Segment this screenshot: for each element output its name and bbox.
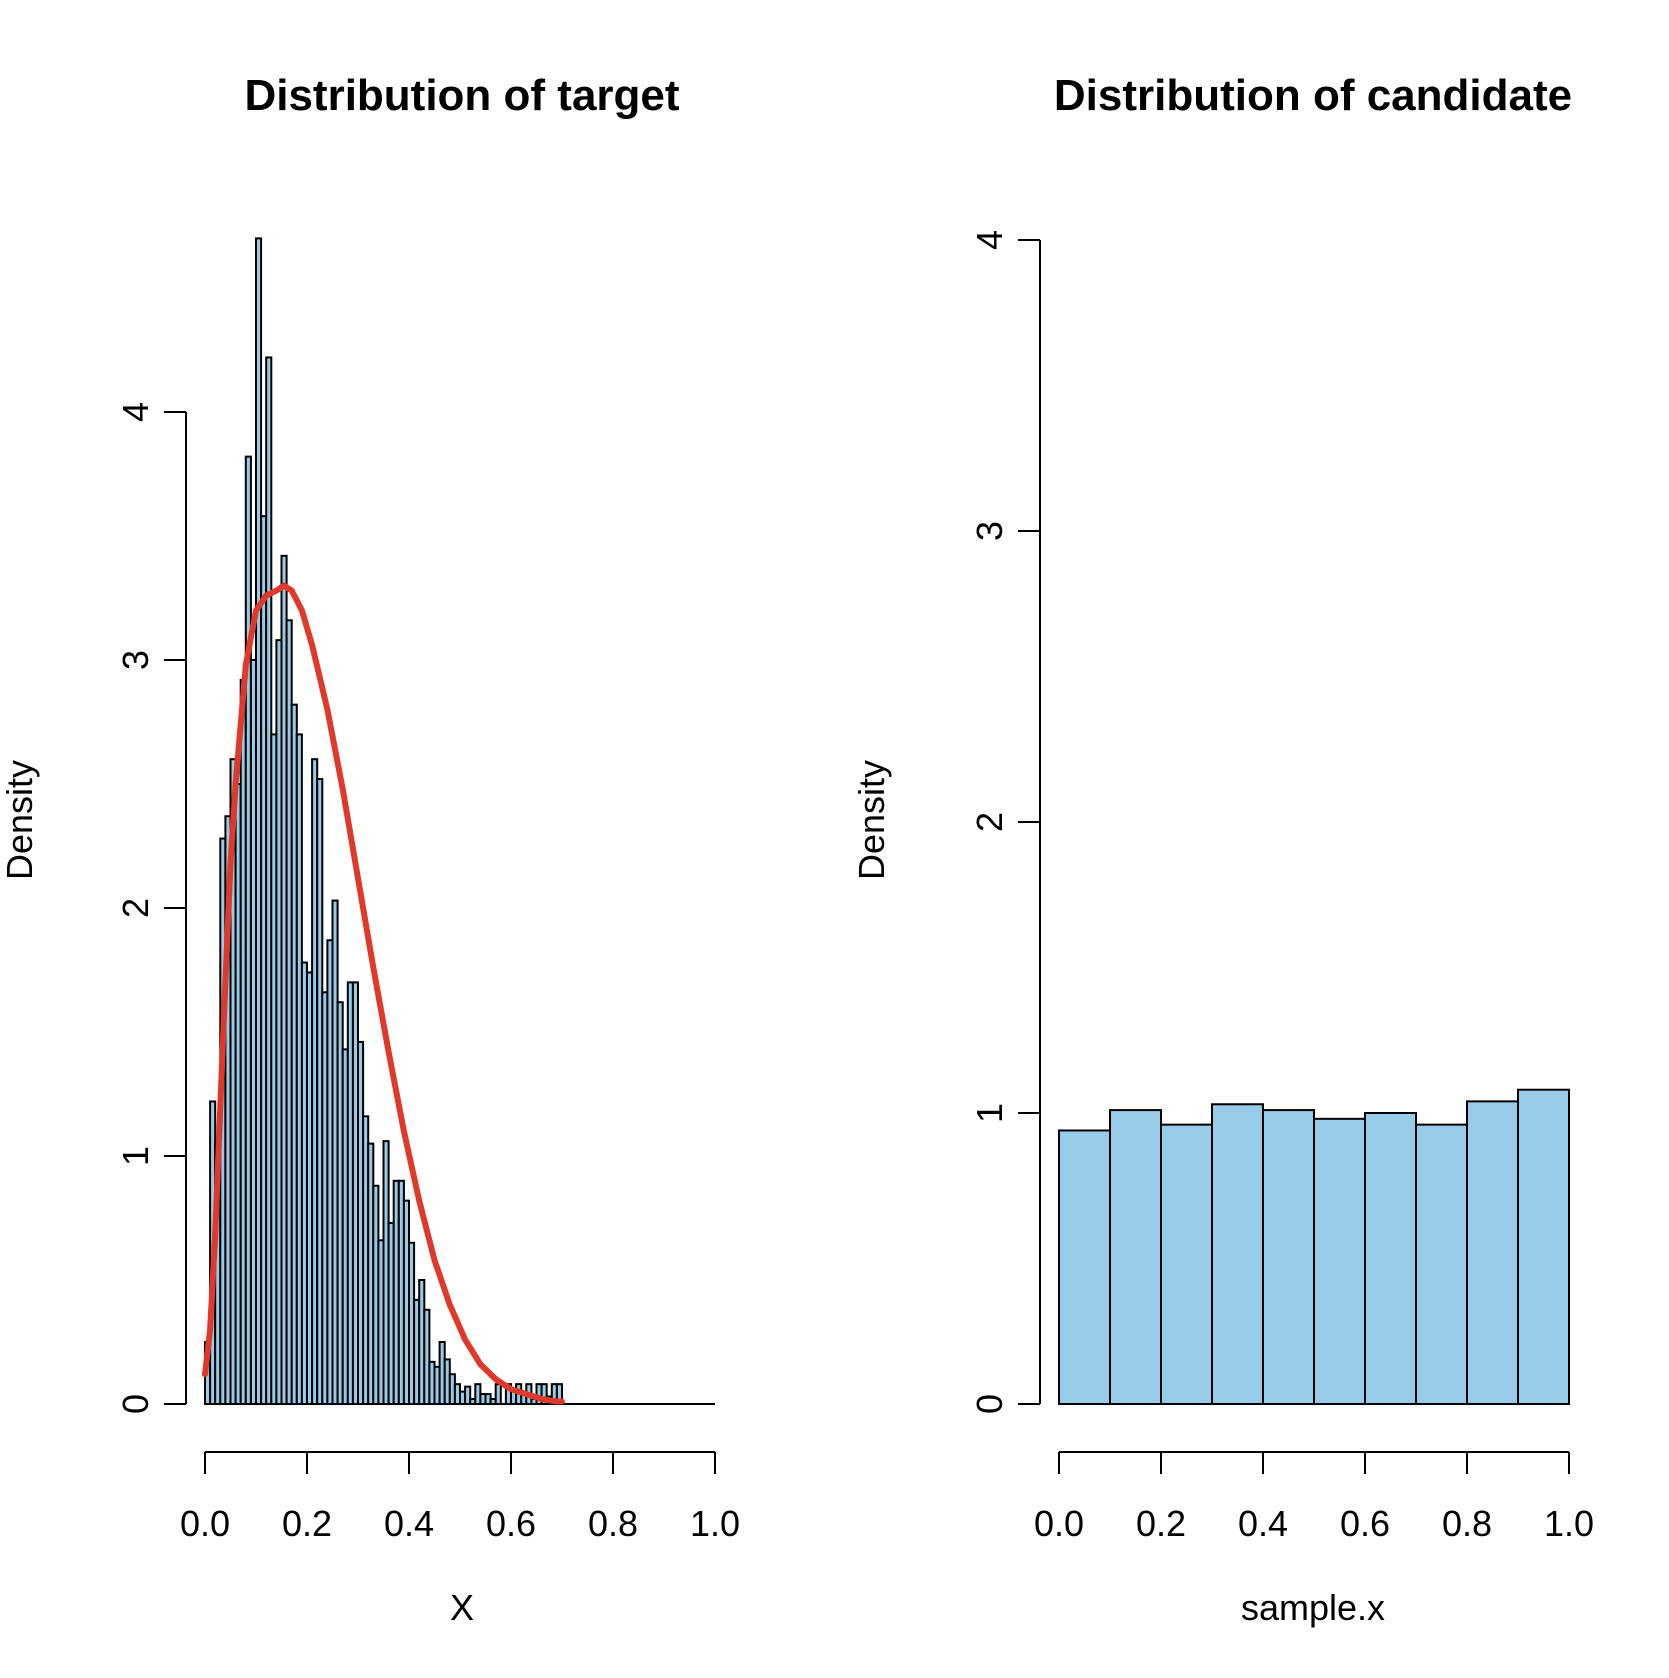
y-tick-label: 2 xyxy=(969,812,1010,832)
target-histogram-panel: Distribution of target X Density 0 1 2 3 4 0… xyxy=(0,71,740,1628)
chart-title: Distribution of candidate xyxy=(1054,71,1572,120)
histogram-bar xyxy=(1466,1100,1519,1405)
y-tick-label: 0 xyxy=(969,1394,1010,1414)
x-tick-label: 0.0 xyxy=(180,1503,230,1544)
bar-group xyxy=(1058,1088,1570,1406)
histogram-bar xyxy=(1364,1112,1417,1405)
histogram-bar xyxy=(494,1383,502,1406)
y-tick-label: 4 xyxy=(969,230,1010,250)
x-axis-label: X xyxy=(450,1587,474,1628)
x-tick-label: 0.6 xyxy=(1340,1503,1390,1544)
density-curve-group xyxy=(202,582,565,1405)
x-tick-label: 1.0 xyxy=(1544,1503,1594,1544)
x-tick-label: 1.0 xyxy=(690,1503,740,1544)
y-tick-label: 0 xyxy=(115,1394,156,1414)
x-tick-label: 0.8 xyxy=(1442,1503,1492,1544)
y-tick-label: 3 xyxy=(969,521,1010,541)
y-axis-label: Density xyxy=(0,760,40,880)
histogram-bar xyxy=(1313,1117,1366,1405)
histogram-bar xyxy=(1109,1109,1162,1405)
x-axis: 0.0 0.2 0.4 0.6 0.8 1.0 xyxy=(1034,1451,1594,1544)
y-tick-label: 4 xyxy=(115,402,156,422)
histogram-bar xyxy=(1211,1103,1264,1406)
candidate-histogram-panel: Distribution of candidate sample.x Densi… xyxy=(851,71,1594,1628)
chart-title: Distribution of target xyxy=(244,71,679,120)
x-axis-label: sample.x xyxy=(1241,1587,1385,1628)
x-tick-label: 0.4 xyxy=(1238,1503,1288,1544)
x-tick-label: 0.2 xyxy=(282,1503,332,1544)
histogram-bar xyxy=(1415,1123,1468,1405)
y-tick-label: 3 xyxy=(115,650,156,670)
x-tick-label: 0.8 xyxy=(588,1503,638,1544)
density-curve-line xyxy=(202,582,565,1405)
bar-group xyxy=(204,237,715,1406)
histogram-bar xyxy=(1262,1109,1315,1405)
y-tick-label: 2 xyxy=(115,898,156,918)
y-axis: 0 1 2 3 4 xyxy=(969,230,1041,1414)
x-tick-label: 0.6 xyxy=(486,1503,536,1544)
y-tick-label: 1 xyxy=(969,1103,1010,1123)
histogram-bar xyxy=(1160,1123,1213,1405)
histogram-bar xyxy=(1058,1129,1111,1405)
histogram-bar xyxy=(1517,1088,1570,1405)
x-tick-label: 0.4 xyxy=(384,1503,434,1544)
y-axis-label: Density xyxy=(851,760,892,880)
x-tick-label: 0.0 xyxy=(1034,1503,1084,1544)
x-axis: 0.0 0.2 0.4 0.6 0.8 1.0 xyxy=(180,1451,740,1544)
y-axis: 0 1 2 3 4 xyxy=(115,402,187,1414)
y-tick-label: 1 xyxy=(115,1146,156,1166)
x-tick-label: 0.2 xyxy=(1136,1503,1186,1544)
